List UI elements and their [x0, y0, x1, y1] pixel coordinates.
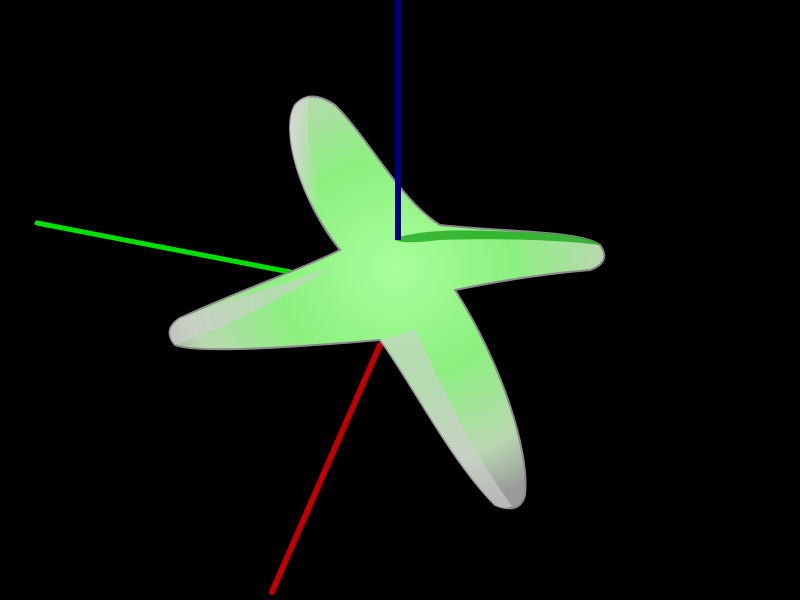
arm-shading [290, 96, 350, 250]
starfish [168, 95, 606, 510]
ridge [395, 230, 600, 245]
arm-shading [169, 268, 330, 345]
x-axis-line [269, 342, 383, 595]
y-axis-line [34, 220, 293, 275]
arm-shading [380, 330, 512, 508]
